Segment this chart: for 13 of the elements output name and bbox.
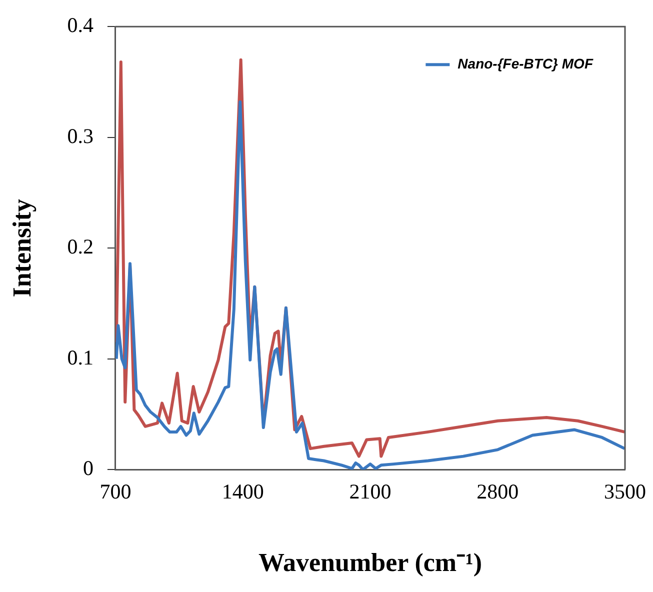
x-tick-label: 3500 bbox=[604, 480, 646, 504]
x-tick-label: 2800 bbox=[476, 480, 519, 504]
y-tick-label: 0.1 bbox=[67, 345, 94, 370]
y-tick-label: 0.2 bbox=[67, 234, 94, 259]
x-tick-label: 700 bbox=[100, 480, 132, 504]
y-tick-label: 0.3 bbox=[67, 124, 94, 148]
x-tick-label: 1400 bbox=[222, 480, 264, 504]
y-axis-title: Intensity bbox=[7, 198, 36, 298]
y-tick-label: 0.4 bbox=[67, 13, 94, 38]
x-axis-title: Wavenumber (cm⁻¹) bbox=[258, 548, 482, 578]
legend-label: Nano-{Fe-BTC} MOF bbox=[458, 55, 594, 72]
y-tick-label: 0 bbox=[82, 456, 94, 480]
x-tick-label: 2100 bbox=[349, 480, 392, 504]
